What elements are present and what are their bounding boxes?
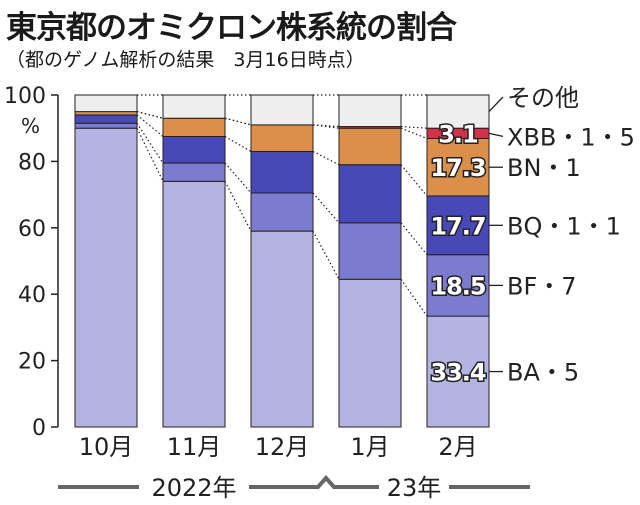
- series-name-label: BA・5: [507, 359, 579, 387]
- connector-line: [400, 127, 428, 140]
- connector-line: [136, 114, 164, 137]
- x-tick-label: 11月: [167, 433, 222, 461]
- y-axis-unit: %: [21, 114, 40, 138]
- connector-line: [224, 181, 252, 232]
- bar-segment: [250, 94, 314, 126]
- x-tick-label: 12月: [255, 433, 310, 461]
- connector-line: [136, 111, 164, 119]
- bar-segment: [74, 114, 138, 124]
- connector-line: [400, 278, 428, 317]
- chart-title: 東京都のオミクロン株系統の割合: [6, 10, 457, 46]
- y-tick-label: 80: [18, 150, 46, 175]
- year-bracket-line: [58, 474, 530, 489]
- segment-value-label: 17.7: [430, 212, 485, 240]
- series-name-label: XBB・1・5: [507, 123, 635, 151]
- y-tick-label: 40: [18, 283, 46, 308]
- bar-segment: [162, 180, 226, 428]
- series-name-label: BF・7: [507, 272, 577, 300]
- bar-segment: [426, 94, 490, 129]
- connector-line: [400, 164, 428, 197]
- series-name-label: BQ・1・1: [507, 212, 621, 240]
- series-name-label: その他: [507, 84, 579, 112]
- bar-segment: [426, 315, 490, 428]
- series-leader-line: [488, 96, 504, 113]
- connector-line: [312, 124, 340, 128]
- connector-line: [400, 125, 428, 129]
- chart-subtitle: （都のゲノム解析の結果 3月16日時点）: [6, 49, 365, 71]
- year-label: 2022年: [151, 474, 236, 502]
- bar-segment: [250, 230, 314, 428]
- bar-segment: [162, 136, 226, 164]
- bar-segment: [162, 94, 226, 119]
- y-tick-label: 0: [32, 416, 46, 441]
- bar-segment: [338, 94, 402, 128]
- connector-line: [312, 192, 340, 224]
- segment-value-label: 33.4: [430, 359, 486, 387]
- segment-value-label: 18.5: [430, 272, 486, 300]
- connector-line: [224, 162, 252, 194]
- connector-line: [136, 127, 164, 182]
- connector-line: [136, 122, 164, 164]
- bar-segment: [338, 222, 402, 280]
- y-tick-label: 60: [18, 217, 46, 242]
- x-tick-label: 2月: [438, 433, 477, 461]
- connector-line: [312, 150, 340, 166]
- bar-segment: [426, 137, 490, 197]
- x-tick-label: 1月: [350, 433, 389, 461]
- connector-line: [224, 135, 252, 152]
- bar-segment: [338, 164, 402, 224]
- y-tick-label: 20: [18, 350, 46, 375]
- segment-value-label: 17.3: [430, 154, 485, 182]
- bar-segment: [74, 94, 138, 113]
- bar-segment: [426, 195, 490, 256]
- bar-segment: [338, 127, 402, 166]
- bar-segment: [338, 278, 402, 428]
- segment-value-label: 3.1: [438, 120, 478, 148]
- bar-segment: [250, 124, 314, 152]
- x-tick-label: 10月: [79, 433, 134, 461]
- year-label-background: [139, 473, 249, 501]
- connector-line: [312, 230, 340, 280]
- connector-line: [224, 117, 252, 126]
- series-leader-line: [488, 132, 504, 137]
- y-tick-label: 100: [4, 84, 46, 109]
- series-name-label: BN・1: [507, 154, 581, 182]
- bar-segment: [250, 192, 314, 232]
- bar-segment: [250, 150, 314, 194]
- bar-segment: [74, 127, 138, 428]
- bar-segment: [162, 162, 226, 182]
- bar-segment: [162, 117, 226, 137]
- bar-segment: [74, 122, 138, 129]
- connector-line: [400, 222, 428, 256]
- year-label-background: [379, 473, 449, 501]
- year-label: 23年: [387, 474, 442, 502]
